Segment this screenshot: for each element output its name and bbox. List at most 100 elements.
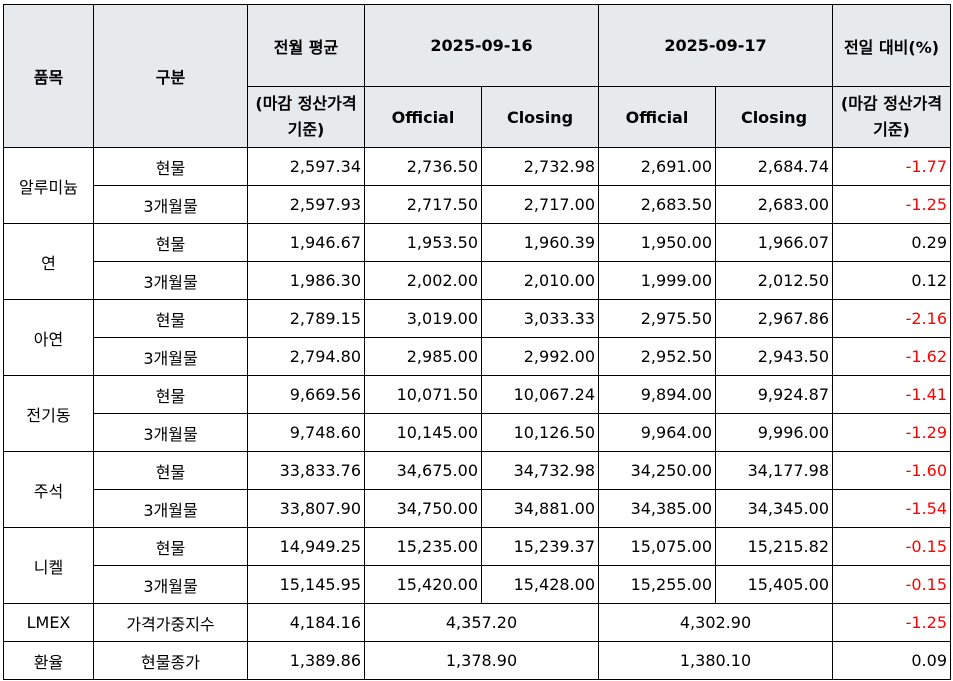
date2-official-cell: 15,255.00 [598, 565, 716, 604]
date2-closing-cell: 34,177.98 [715, 451, 833, 490]
date1-closing-cell: 34,732.98 [481, 451, 599, 490]
date2-closing-cell: 9,996.00 [715, 413, 833, 452]
prev-month-avg-cell: 9,748.60 [247, 413, 365, 452]
date2-official-cell: 2,975.50 [598, 299, 716, 338]
day-change-cell: -1.25 [832, 185, 951, 224]
date2-official-cell: 9,894.00 [598, 375, 716, 414]
category-cell: 3개월물 [93, 185, 248, 224]
date2-official-cell: 2,952.50 [598, 337, 716, 376]
date2-official-cell: 15,075.00 [598, 527, 716, 566]
date2-closing-cell: 15,405.00 [715, 565, 833, 604]
date1-value-cell: 1,378.90 [364, 641, 599, 680]
date1-closing-cell: 3,033.33 [481, 299, 599, 338]
date1-official-cell: 15,420.00 [364, 565, 482, 604]
date1-official-cell: 10,145.00 [364, 413, 482, 452]
day-change-cell: -1.41 [832, 375, 951, 414]
date1-official-cell: 34,750.00 [364, 489, 482, 528]
category-cell: 현물 [93, 223, 248, 262]
header-date2-closing: Closing [715, 86, 833, 148]
table-row: 3개월물 2,794.80 2,985.00 2,992.00 2,952.50 2,94… [4, 337, 951, 376]
table-row: 아연 현물 2,789.15 3,019.00 3,033.33 2,975.50 2,96… [3, 299, 951, 376]
day-change-cell: -1.29 [832, 413, 951, 452]
date1-value-cell: 4,357.20 [364, 603, 599, 642]
category-cell: 3개월물 [93, 413, 248, 452]
table-row: 3개월물 2,597.93 2,717.50 2,717.00 2,683.50 2,68… [4, 185, 951, 224]
day-change-cell: -2.16 [832, 299, 951, 338]
date1-closing-cell: 2,717.00 [481, 185, 599, 224]
item-cell: 전기동 [3, 375, 94, 452]
header-day-change: 전일 대비(%) [832, 4, 951, 87]
day-change-cell: -1.60 [832, 451, 951, 490]
item-cell: 연 [3, 223, 94, 300]
header-date2-official: Official [598, 86, 716, 148]
date1-official-cell: 2,717.50 [364, 185, 482, 224]
header-item: 품목 [3, 4, 94, 148]
prev-month-avg-cell: 33,807.90 [247, 489, 365, 528]
prev-month-avg-cell: 9,669.56 [247, 375, 365, 414]
category-cell: 현물종가 [93, 641, 248, 680]
header-date1-closing: Closing [481, 86, 599, 148]
date1-closing-cell: 15,239.37 [481, 527, 599, 566]
date2-official-cell: 2,683.50 [598, 185, 716, 224]
date2-closing-cell: 2,683.00 [715, 185, 833, 224]
prev-month-avg-cell: 1,986.30 [247, 261, 365, 300]
table-row: 환율 현물종가 1,389.86 1,378.90 1,380.10 0.09 [3, 641, 951, 680]
date1-official-cell: 3,019.00 [364, 299, 482, 338]
header-day-change-sub: (마감 정산가격 기준) [832, 86, 951, 148]
category-cell: 현물 [93, 527, 248, 566]
date2-closing-cell: 2,012.50 [715, 261, 833, 300]
header-date1: 2025-09-16 [364, 4, 599, 87]
date2-closing-cell: 2,943.50 [715, 337, 833, 376]
prev-month-avg-cell: 2,789.15 [247, 299, 365, 338]
table-row: 전기동 현물 9,669.56 10,071.50 10,067.24 9,894.00 9… [3, 375, 951, 452]
prev-month-avg-cell: 4,184.16 [247, 603, 365, 642]
date1-official-cell: 10,071.50 [364, 375, 482, 414]
table-row: 연 현물 1,946.67 1,953.50 1,960.39 1,950.00 1,966… [3, 223, 951, 300]
date2-closing-cell: 34,345.00 [715, 489, 833, 528]
date1-closing-cell: 2,732.98 [481, 147, 599, 186]
table-row: 3개월물 33,807.90 34,750.00 34,881.00 34,385.00… [4, 489, 951, 528]
date2-closing-cell: 15,215.82 [715, 527, 833, 566]
category-cell: 3개월물 [93, 261, 248, 300]
date1-official-cell: 2,985.00 [364, 337, 482, 376]
date1-official-cell: 1,953.50 [364, 223, 482, 262]
date2-official-cell: 2,691.00 [598, 147, 716, 186]
header-prev-month-avg-sub: (마감 정산가격 기준) [247, 86, 365, 148]
date2-official-cell: 1,999.00 [598, 261, 716, 300]
date1-closing-cell: 34,881.00 [481, 489, 599, 528]
date2-value-cell: 4,302.90 [598, 603, 833, 642]
category-cell: 가격가중지수 [93, 603, 248, 642]
item-cell: 니켈 [3, 527, 94, 604]
category-cell: 현물 [93, 451, 248, 490]
day-change-cell: -1.54 [832, 489, 951, 528]
date1-closing-cell: 10,067.24 [481, 375, 599, 414]
prev-month-avg-cell: 1,946.67 [247, 223, 365, 262]
prev-month-avg-cell: 2,597.34 [247, 147, 365, 186]
day-change-cell: -1.25 [832, 603, 951, 642]
lme-price-table: 품목 구분 전월 평균 2025-09-16 2025-09-17 전일 대비(… [3, 4, 951, 680]
date1-closing-cell: 2,992.00 [481, 337, 599, 376]
table-row: 알루미늄 현물 2,597.34 2,736.50 2,732.98 2,691.00 2,… [3, 147, 951, 224]
day-change-cell: 0.12 [832, 261, 951, 300]
date1-closing-cell: 15,428.00 [481, 565, 599, 604]
header-date2: 2025-09-17 [598, 4, 833, 87]
table-row: LMEX 가격가중지수 4,184.16 4,357.20 4,302.90 -1.25 [3, 603, 951, 642]
table-row: 3개월물 15,145.95 15,420.00 15,428.00 15,255.00… [4, 565, 951, 604]
item-cell: 알루미늄 [3, 147, 94, 224]
day-change-cell: -1.62 [832, 337, 951, 376]
item-cell: LMEX [3, 603, 94, 642]
date2-closing-cell: 2,967.86 [715, 299, 833, 338]
day-change-cell: 0.29 [832, 223, 951, 262]
date2-official-cell: 1,950.00 [598, 223, 716, 262]
table-row: 주석 현물 33,833.76 34,675.00 34,732.98 34,250.00… [3, 451, 951, 528]
item-cell: 환율 [3, 641, 94, 680]
date1-closing-cell: 10,126.50 [481, 413, 599, 452]
prev-month-avg-cell: 14,949.25 [247, 527, 365, 566]
date2-closing-cell: 9,924.87 [715, 375, 833, 414]
date2-official-cell: 34,250.00 [598, 451, 716, 490]
date2-official-cell: 34,385.00 [598, 489, 716, 528]
category-cell: 3개월물 [93, 565, 248, 604]
date1-official-cell: 34,675.00 [364, 451, 482, 490]
table-row: 3개월물 1,986.30 2,002.00 2,010.00 1,999.00 2,01… [4, 261, 951, 300]
table-row: 3개월물 9,748.60 10,145.00 10,126.50 9,964.00 9,… [4, 413, 951, 452]
